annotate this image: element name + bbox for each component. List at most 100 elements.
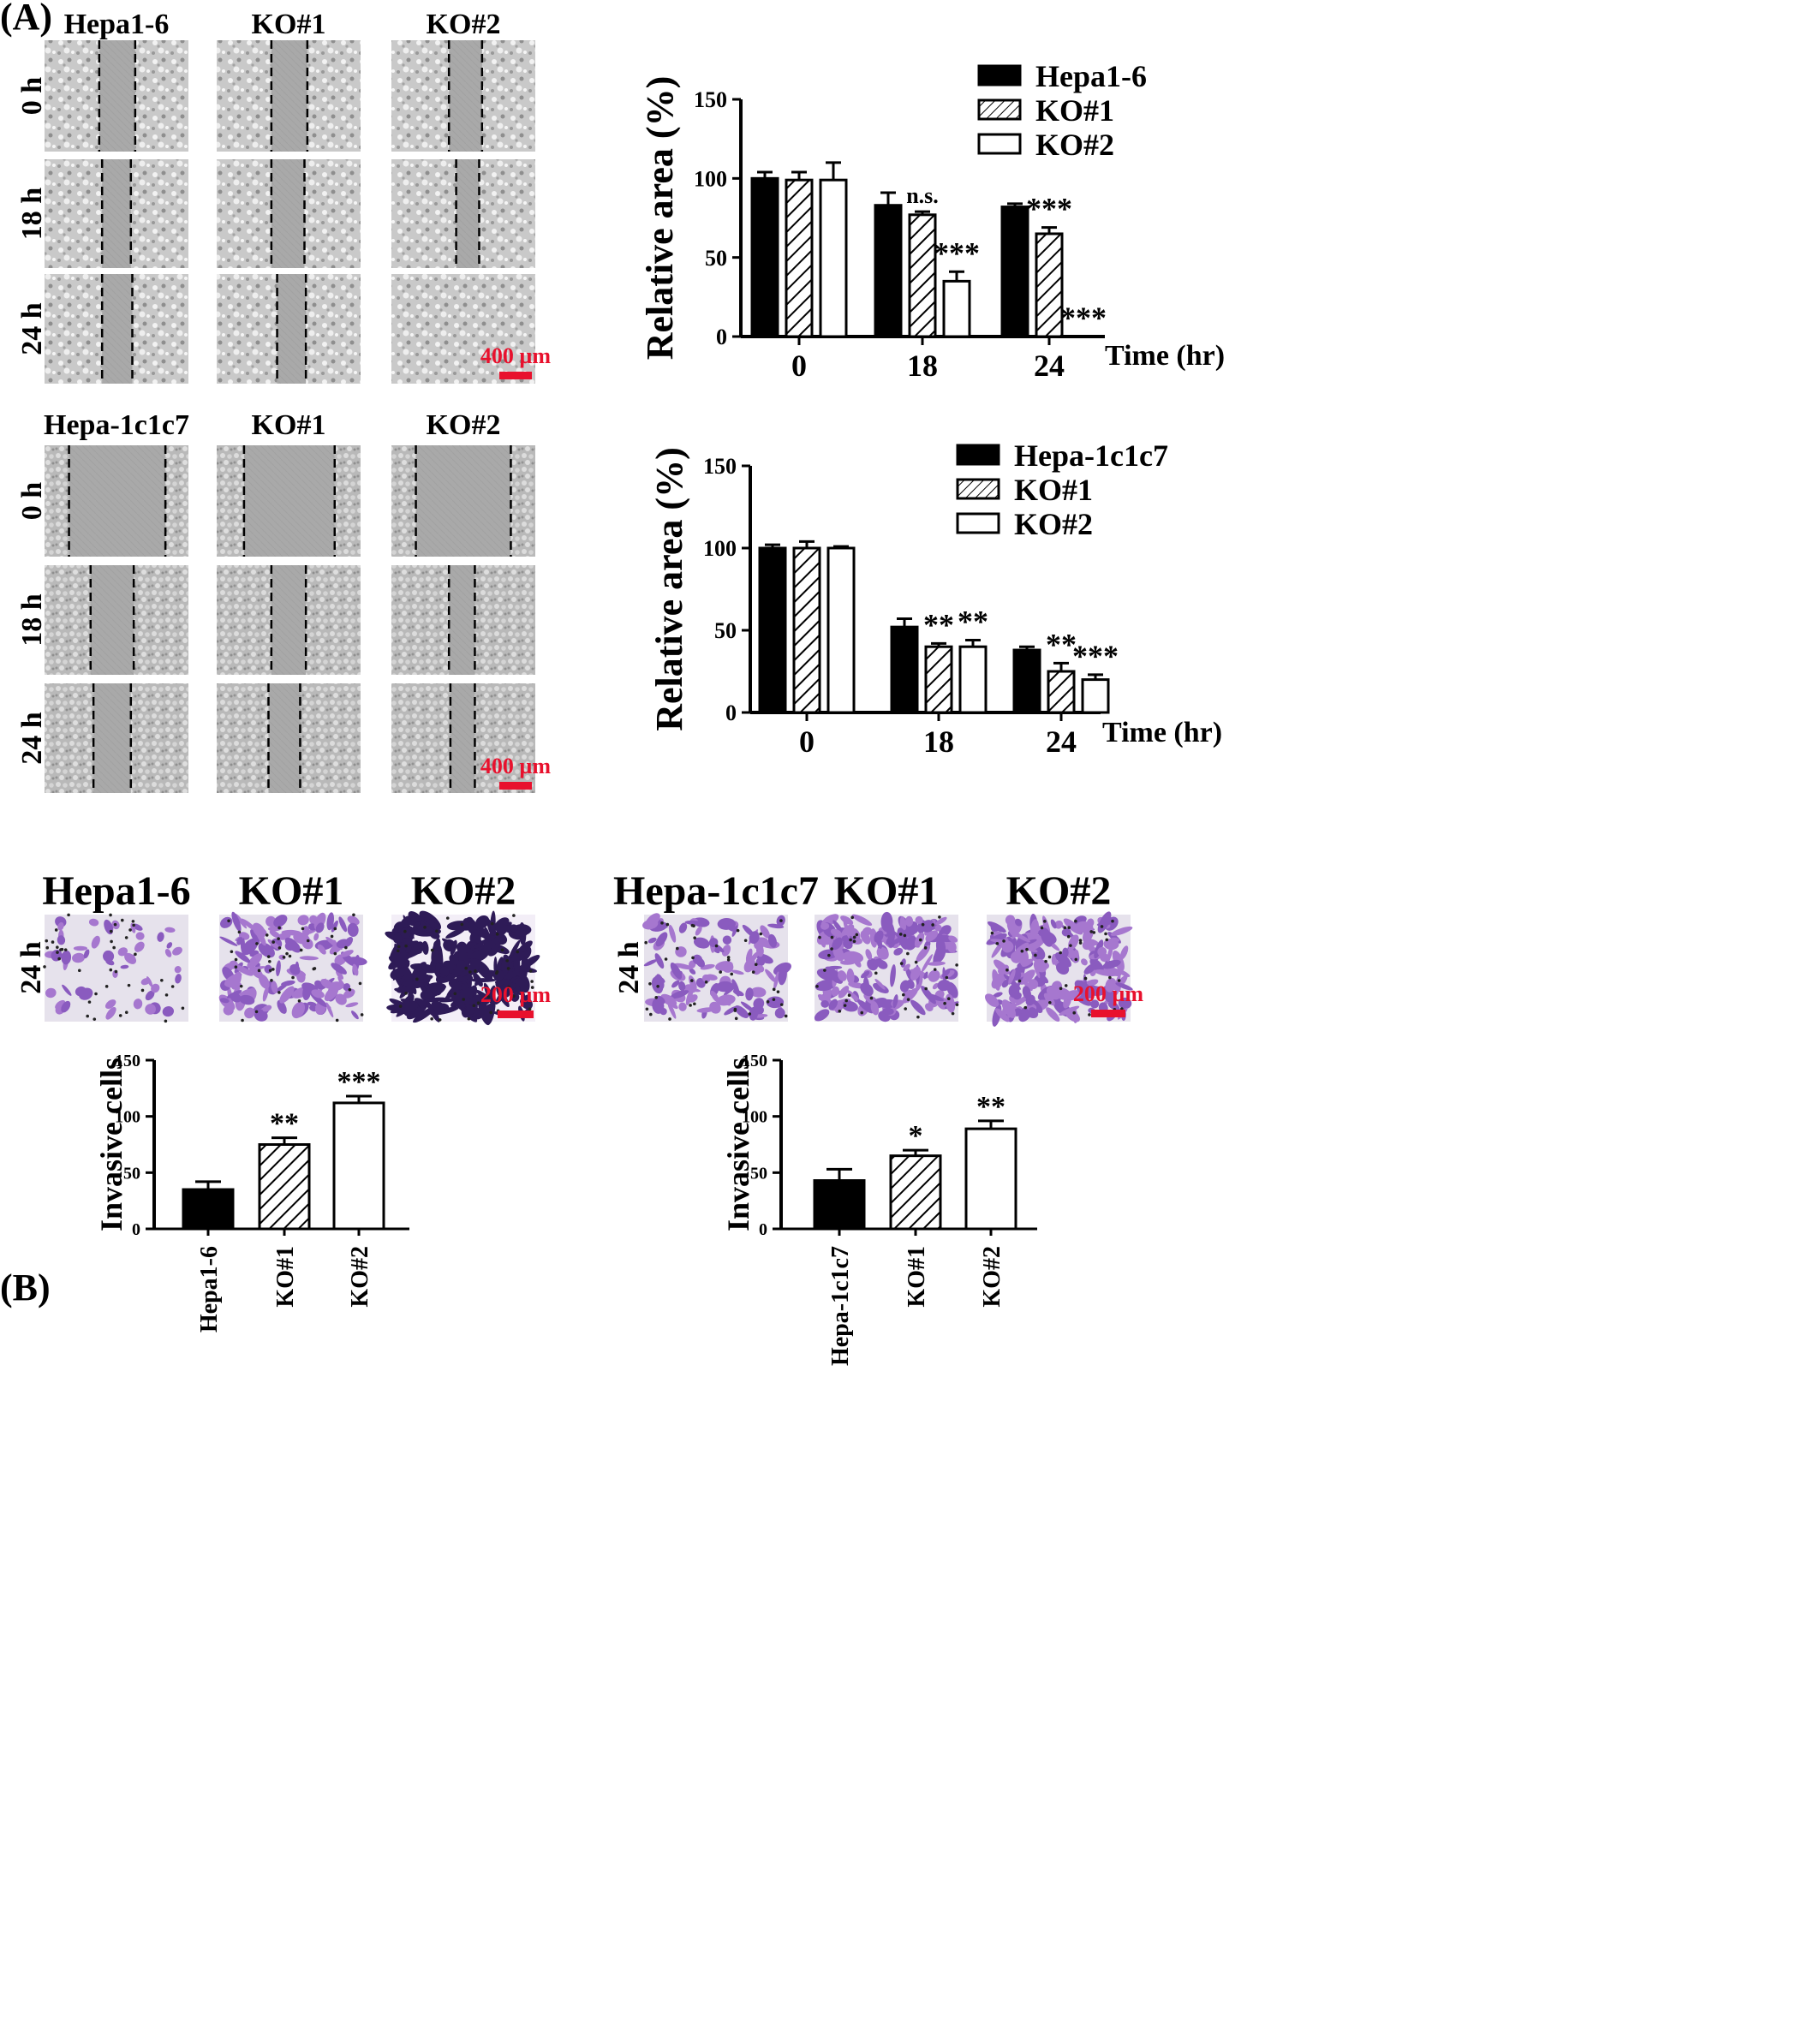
x-tick-label: KO#2 [979, 1246, 1005, 1308]
stained-cell [722, 935, 732, 945]
membrane-pore [1044, 959, 1047, 963]
stained-cell [1054, 952, 1071, 968]
membrane-pore [1104, 932, 1107, 936]
legend-swatch [956, 512, 1000, 534]
membrane-pore [827, 953, 831, 957]
membrane-pore [415, 977, 419, 981]
stained-cell [394, 967, 409, 978]
membrane-pore [438, 1018, 442, 1022]
stained-cell [235, 914, 248, 929]
wound-gap [449, 40, 482, 152]
stained-cell [345, 1002, 359, 1008]
wound-image [45, 565, 188, 675]
stained-cell [860, 982, 874, 997]
column-header: KO#1 [239, 868, 344, 914]
invasion-image [43, 913, 188, 1023]
membrane-pore [277, 926, 281, 930]
stained-cell [767, 923, 785, 929]
membrane-pore [1023, 1005, 1028, 1010]
bar-KO#2 [964, 1127, 1017, 1231]
scale-bar [1091, 1010, 1125, 1017]
stained-cell [247, 953, 263, 969]
membrane-pore [63, 948, 68, 951]
stained-cell [750, 987, 767, 998]
stained-cell [489, 985, 496, 999]
stained-cell [925, 1003, 934, 1011]
stained-cell [410, 984, 417, 995]
membrane-pore [654, 995, 659, 999]
stained-cell [757, 965, 765, 973]
y-tick-label: 0 [725, 701, 737, 725]
stained-cell [1056, 962, 1070, 975]
membrane-pore [899, 962, 904, 965]
stained-cell [1001, 940, 1014, 953]
membrane-pore [423, 925, 427, 929]
stained-cell [510, 924, 518, 933]
significance-label: * [909, 1120, 923, 1152]
stained-cell [767, 933, 777, 948]
stained-cell [1001, 999, 1017, 1018]
membrane-pore [743, 939, 748, 943]
y-tick-label: 0 [759, 1220, 767, 1239]
stained-cell [120, 964, 129, 969]
legend-label: KO#1 [1014, 473, 1093, 507]
stained-cell [278, 1004, 285, 1014]
wound-gap [277, 274, 307, 384]
stained-cell [925, 930, 939, 942]
bar-Hepa-1c1c7 [813, 1179, 866, 1231]
stained-cell [890, 963, 896, 987]
membrane-pore [530, 986, 534, 989]
stained-cell [331, 963, 347, 975]
bar-KO#2 [942, 279, 971, 338]
invasion-image [985, 911, 1133, 1027]
stained-cell [415, 1005, 421, 1022]
membrane-pore [77, 969, 81, 973]
significance-label: ** [958, 605, 988, 639]
bar-KO#2 [826, 546, 856, 714]
membrane-pore [398, 1005, 403, 1008]
stained-cell [174, 966, 182, 974]
stained-cell [289, 963, 301, 975]
x-tick-label: 24 [1034, 349, 1065, 383]
membrane-pore [512, 914, 516, 917]
wound-image [391, 159, 535, 268]
legend-label: Hepa1-6 [1035, 59, 1147, 93]
membrane-pore [1083, 976, 1088, 981]
wound-gap [271, 159, 305, 268]
row-label: 24 h [16, 302, 48, 355]
stained-cell [928, 969, 940, 982]
significance-label: ** [1046, 627, 1077, 661]
wound-gap [449, 565, 475, 675]
membrane-pore [830, 935, 834, 939]
stained-cell [1110, 937, 1120, 942]
y-tick-label: 100 [115, 1108, 140, 1127]
wound-image [391, 40, 535, 152]
stained-cell [135, 932, 145, 940]
membrane-pore [818, 935, 821, 939]
stained-cell [336, 969, 344, 980]
stained-cell [1029, 1007, 1038, 1016]
membrane-pore [109, 968, 113, 972]
stained-cell [325, 1002, 334, 1018]
wound-image [217, 40, 361, 152]
column-header: KO#2 [1006, 868, 1112, 914]
stained-cell [893, 947, 904, 956]
membrane-pore [1067, 926, 1071, 929]
stained-cell [910, 999, 926, 1016]
wound-gap [90, 565, 134, 675]
membrane-pore [124, 1011, 128, 1015]
stained-cell [647, 937, 657, 944]
stained-cell [870, 1001, 880, 1016]
stained-cell [347, 915, 360, 926]
stained-cell [429, 983, 438, 993]
stained-cell [867, 958, 879, 971]
stained-cell [1119, 945, 1129, 960]
membrane-pore [277, 991, 281, 994]
membrane-pore [333, 951, 337, 956]
stained-cell [1043, 993, 1055, 1006]
membrane-pore [955, 1003, 959, 1007]
bar-Hepa1-6 [1000, 206, 1029, 338]
column-header: Hepa1-6 [64, 9, 170, 40]
stained-cell [685, 989, 694, 1005]
membrane-pore [282, 956, 286, 959]
